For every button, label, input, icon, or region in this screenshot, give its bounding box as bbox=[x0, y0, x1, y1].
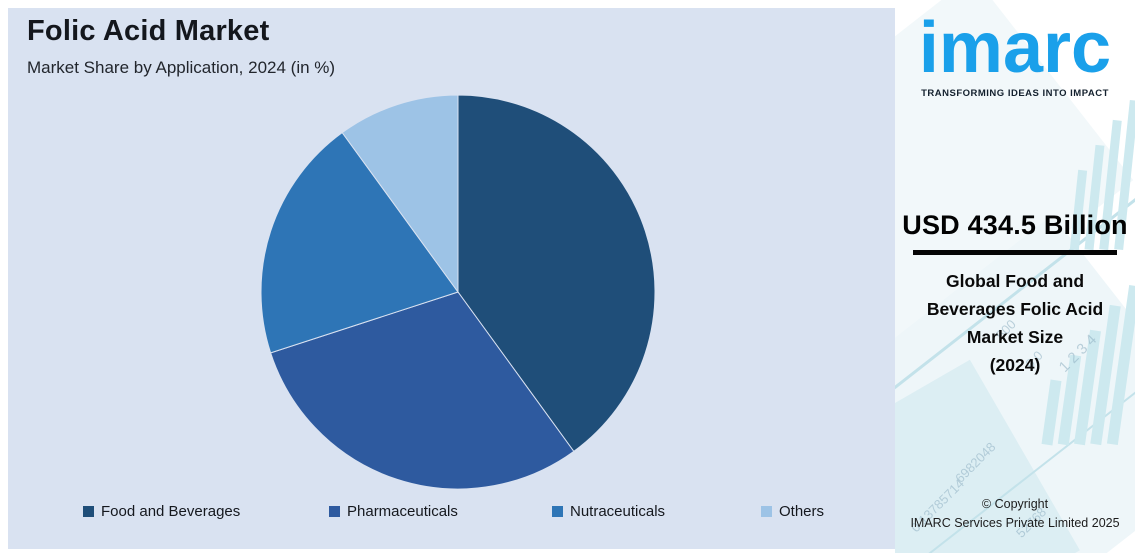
chart-subtitle: Market Share by Application, 2024 (in %) bbox=[27, 58, 336, 77]
market-size-stat: USD 434.5 Billion Global Food and Bevera… bbox=[895, 210, 1135, 379]
stat-value: USD 434.5 Billion bbox=[902, 210, 1128, 240]
imarc-logo-tagline: TRANSFORMING IDEAS INTO IMPACT bbox=[921, 88, 1109, 99]
legend-item-others: Others bbox=[761, 503, 824, 520]
legend-item-pharmaceuticals: Pharmaceuticals bbox=[329, 503, 458, 520]
stat-label-line: (2024) bbox=[989, 355, 1041, 375]
stat-label-line: Global Food and bbox=[945, 271, 1085, 291]
pie-slice-pharmaceuticals bbox=[270, 291, 575, 490]
pie-chart-svg bbox=[260, 94, 656, 490]
brand-panel: 6982048 0.13785714 52768 0.0 500 1 2 3 4… bbox=[895, 0, 1135, 553]
pie-chart bbox=[258, 92, 658, 492]
legend-label: Nutraceuticals bbox=[570, 503, 666, 520]
legend: Food and Beverages Pharmaceuticals Nutra… bbox=[8, 503, 895, 527]
copyright-line1: © Copyright bbox=[981, 497, 1049, 511]
legend-swatch-food-and-beverages bbox=[83, 506, 94, 517]
legend-item-food-and-beverages: Food and Beverages bbox=[83, 503, 240, 520]
watermark-number: 6982048 bbox=[952, 439, 999, 486]
legend-label: Pharmaceuticals bbox=[347, 503, 458, 520]
pie-slice-food-and-beverages bbox=[457, 94, 656, 453]
legend-swatch-pharmaceuticals bbox=[329, 506, 340, 517]
stat-label-line: Market Size bbox=[966, 327, 1064, 347]
legend-swatch-nutraceuticals bbox=[552, 506, 563, 517]
copyright: © Copyright IMARC Services Private Limit… bbox=[895, 495, 1135, 533]
copyright-line2: IMARC Services Private Limited 2025 bbox=[910, 516, 1120, 530]
legend-swatch-others bbox=[761, 506, 772, 517]
stat-divider bbox=[913, 250, 1117, 255]
stat-label-line: Beverages Folic Acid bbox=[926, 299, 1104, 319]
page-title: Folic Acid Market bbox=[27, 15, 270, 47]
imarc-logo-text: imarc bbox=[918, 8, 1112, 88]
imarc-logo: imarc TRANSFORMING IDEAS INTO IMPACT bbox=[895, 6, 1135, 99]
legend-label: Food and Beverages bbox=[101, 503, 241, 520]
pie-slice-others bbox=[341, 94, 459, 294]
legend-label: Others bbox=[779, 503, 825, 520]
legend-item-nutraceuticals: Nutraceuticals bbox=[552, 503, 665, 520]
pie-slice-nutraceuticals bbox=[260, 131, 459, 354]
chart-panel: Folic Acid Market Market Share by Applic… bbox=[8, 8, 895, 549]
